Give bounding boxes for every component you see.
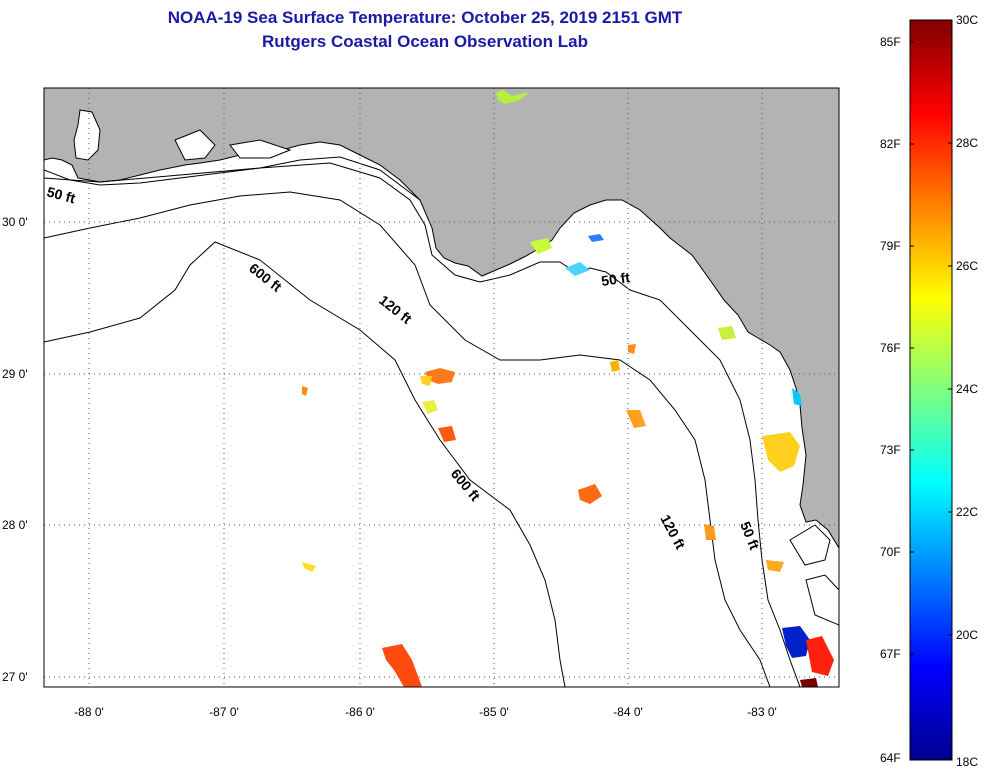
colorbar-label-f: 70F xyxy=(880,545,901,559)
longitude-label: -85 0' xyxy=(479,705,509,719)
bay-inlet xyxy=(174,129,216,161)
colorbar-label-f: 76F xyxy=(880,341,901,355)
colorbar-label-f: 79F xyxy=(880,239,901,253)
map-subtitle: Rutgers Coastal Ocean Observation Lab xyxy=(262,32,588,51)
longitude-label: -87 0' xyxy=(209,705,239,719)
longitude-label: -88 0' xyxy=(74,705,104,719)
colorbar-label-c: 26C xyxy=(956,259,978,273)
contour-600ft xyxy=(44,241,566,687)
longitude-label: -83 0' xyxy=(747,705,777,719)
colorbar xyxy=(909,19,953,761)
colorbar-label-f: 64F xyxy=(880,751,901,765)
latitude-label: 28 0' xyxy=(2,518,28,532)
longitude-label: -86 0' xyxy=(345,705,375,719)
colorbar-label-c: 18C xyxy=(956,755,978,769)
shoreline-detail xyxy=(44,156,421,201)
colorbar-label-c: 24C xyxy=(956,382,978,396)
sst-patches xyxy=(302,90,834,687)
colorbar-label-f: 82F xyxy=(880,137,901,151)
colorbar-label-c: 22C xyxy=(956,505,978,519)
contour-label: 50 ft xyxy=(45,183,77,206)
latitude-label: 27 0' xyxy=(2,670,28,684)
colorbar-label-c: 30C xyxy=(956,13,978,27)
colorbar-label-f: 73F xyxy=(880,443,901,457)
bay-inlet xyxy=(789,524,831,566)
colorbar-label-c: 28C xyxy=(956,136,978,150)
bay-inlet xyxy=(805,574,839,626)
colorbar-ticks xyxy=(910,19,952,759)
map-frame xyxy=(43,87,840,688)
colorbar-label-c: 20C xyxy=(956,628,978,642)
bay-inlet xyxy=(73,109,101,161)
contour-120ft xyxy=(44,191,771,687)
colorbar-label-f: 67F xyxy=(880,647,901,661)
longitude-label: -84 0' xyxy=(613,705,643,719)
colorbar-label-f: 85F xyxy=(880,35,901,49)
latitude-label: 30 0' xyxy=(2,215,28,229)
latitude-label: 29 0' xyxy=(2,367,28,381)
contour-label: 50 ft xyxy=(600,269,631,289)
bay-inlet xyxy=(229,139,292,159)
map-title: NOAA-19 Sea Surface Temperature: October… xyxy=(167,8,683,27)
